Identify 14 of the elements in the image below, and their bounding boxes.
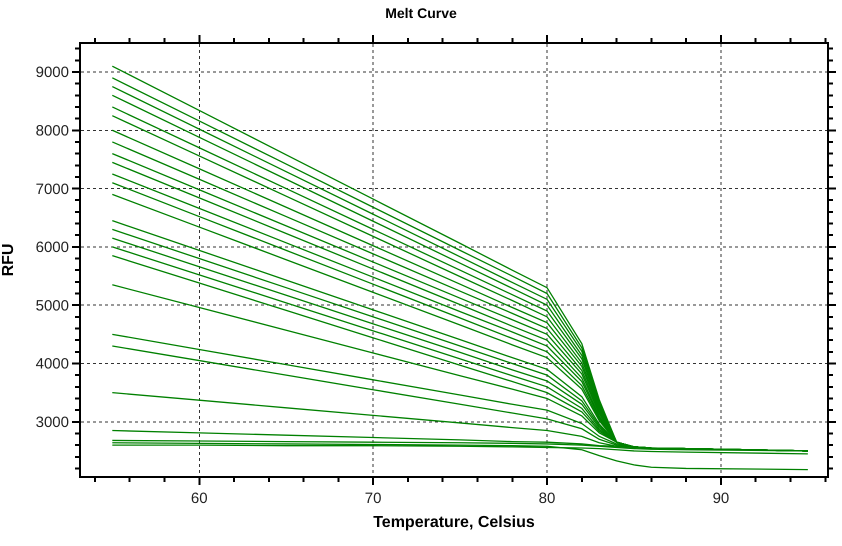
y-tick-label: 7000 [36,180,69,198]
x-tick-label: 60 [190,490,208,507]
y-tick-label: 3000 [36,414,69,432]
y-tick-label: 9000 [36,64,69,82]
x-tick-label: 80 [538,490,556,507]
y-tick-label: 8000 [36,122,69,140]
chart-title: Melt Curve [385,4,457,21]
x-axis-title: Temperature, Celsius [373,514,535,532]
y-axis-title: RFU [0,244,18,276]
y-tick-label: 5000 [36,297,69,314]
y-tick-label: 4000 [36,356,69,373]
y-tick-label: 6000 [36,239,69,256]
x-tick-label: 70 [364,490,382,507]
x-tick-label: 90 [712,490,730,507]
